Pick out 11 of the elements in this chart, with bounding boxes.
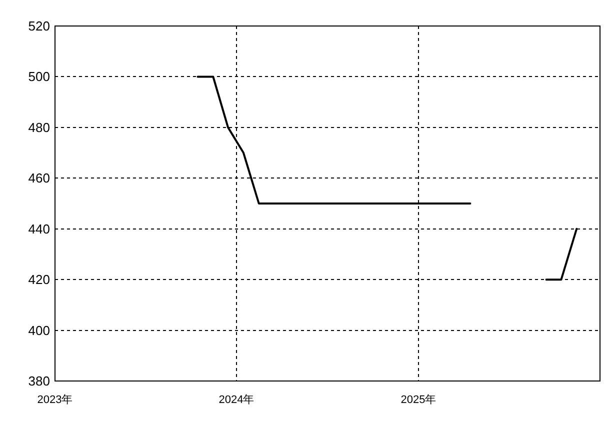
y-tick-label: 480: [28, 120, 50, 135]
x-tick-label: 2025年: [400, 394, 436, 406]
y-tick-label: 380: [28, 374, 50, 388]
x-tick-label: 2024年: [218, 394, 254, 406]
y-tick-label: 520: [28, 18, 50, 34]
y-tick-label: 420: [28, 272, 50, 288]
y-tick-label: 440: [28, 221, 50, 236]
x-tick-label: 2023年: [37, 394, 73, 406]
y-tick-label: 400: [28, 322, 50, 338]
y-tick-label: 500: [28, 69, 50, 84]
y-tick-label: 460: [28, 170, 50, 186]
